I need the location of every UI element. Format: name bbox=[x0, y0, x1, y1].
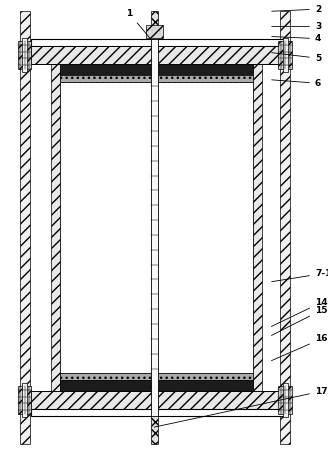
Text: 1: 1 bbox=[126, 9, 150, 38]
Bar bbox=[31, 46, 287, 64]
Bar bbox=[22, 383, 27, 417]
Text: 4: 4 bbox=[272, 34, 321, 43]
Text: 17: 17 bbox=[154, 387, 327, 427]
Bar bbox=[60, 373, 253, 380]
Text: 2: 2 bbox=[272, 5, 321, 14]
Bar bbox=[280, 11, 290, 444]
Text: 6: 6 bbox=[272, 79, 321, 88]
Bar bbox=[283, 383, 288, 417]
Bar bbox=[18, 41, 31, 69]
Bar bbox=[283, 38, 288, 72]
Text: 3: 3 bbox=[272, 22, 321, 31]
Bar bbox=[151, 416, 158, 444]
Bar bbox=[60, 75, 253, 82]
Bar bbox=[31, 391, 287, 409]
Bar bbox=[18, 386, 31, 414]
Bar bbox=[60, 64, 253, 75]
Text: 7-13: 7-13 bbox=[272, 268, 328, 282]
Bar bbox=[22, 38, 27, 72]
Bar bbox=[151, 39, 158, 416]
Bar bbox=[20, 11, 30, 444]
Bar bbox=[146, 25, 163, 38]
Bar bbox=[31, 409, 287, 416]
Text: 16: 16 bbox=[272, 334, 327, 361]
Bar bbox=[51, 46, 60, 409]
Bar bbox=[31, 39, 287, 46]
Bar bbox=[278, 386, 292, 414]
Bar bbox=[60, 82, 253, 373]
Text: 15: 15 bbox=[272, 306, 327, 335]
Bar bbox=[60, 380, 253, 391]
Bar bbox=[253, 46, 262, 409]
Bar bbox=[151, 11, 158, 39]
Text: 5: 5 bbox=[272, 53, 321, 63]
Text: 14: 14 bbox=[272, 298, 327, 326]
Bar bbox=[278, 41, 292, 69]
